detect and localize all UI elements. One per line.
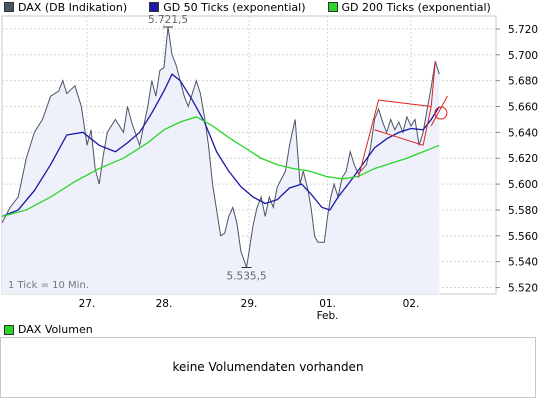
trend-line [430, 61, 436, 107]
volume-message: keine Volumendaten vorhanden [172, 360, 364, 374]
legend-swatch [327, 2, 338, 12]
tick-note: 1 Tick = 10 Min. [8, 280, 89, 291]
legend-item-gd50: GD 50 Ticks (exponential) [149, 0, 306, 14]
legend-label: GD 200 Ticks (exponential) [341, 0, 491, 14]
x-tick-label: 02. [403, 298, 420, 310]
volume-legend-label: DAX Volumen [18, 323, 93, 336]
legend-swatch [4, 2, 14, 12]
x-tick-label: 27. [79, 298, 96, 310]
price-chart: 5.520 5.540 5.560 5.580 5.600 5.620 5.640 5.660… [1, 14, 538, 320]
y-tick-label: 5.660 [508, 102, 538, 114]
legend-label: DAX (DB Indikation) [18, 0, 128, 14]
y-tick-label: 5.600 [508, 179, 538, 191]
x-tick-sublabel: Feb. [317, 310, 339, 320]
y-tick-label: 5.620 [508, 153, 538, 165]
legend-swatch [4, 324, 14, 335]
trend-line [374, 129, 424, 146]
annotation-label: 5.535,5 [227, 270, 267, 282]
y-tick-label: 5.580 [508, 205, 538, 217]
y-tick-label: 5.540 [508, 257, 538, 269]
x-tick-label: 28. [156, 298, 173, 310]
volume-panel: keine Volumendaten vorhanden [0, 337, 536, 398]
series-line-1 [1, 73, 440, 218]
x-tick-label: 29. [241, 298, 258, 310]
y-tick-label: 5.640 [508, 127, 538, 139]
price-area-fill [2, 26, 440, 295]
legend-swatch [149, 2, 160, 12]
annotation-label: 5.721,5 [148, 14, 188, 26]
legend-item-dax: DAX (DB Indikation) [4, 0, 127, 14]
trend-line [378, 99, 432, 108]
y-tick-label: 5.680 [508, 76, 538, 88]
legend-label: GD 50 Ticks (exponential) [163, 0, 306, 14]
trend-circle [434, 106, 448, 120]
y-tick-label: 5.720 [508, 24, 538, 36]
y-tick-label: 5.700 [508, 50, 538, 62]
legend-item-gd200: GD 200 Ticks (exponential) [327, 0, 491, 14]
chart-legend: DAX (DB Indikation) GD 50 Ticks (exponen… [4, 0, 491, 14]
volume-legend: DAX Volumen [4, 323, 93, 336]
trend-line [430, 95, 448, 127]
series-line-2 [1, 116, 440, 218]
y-tick-label: 5.560 [508, 231, 538, 243]
x-tick-label: 01. [319, 298, 336, 310]
trend-line [422, 106, 432, 146]
y-tick-label: 5.520 [508, 283, 538, 295]
trend-line [357, 99, 380, 178]
series-line-0 [1, 26, 440, 268]
